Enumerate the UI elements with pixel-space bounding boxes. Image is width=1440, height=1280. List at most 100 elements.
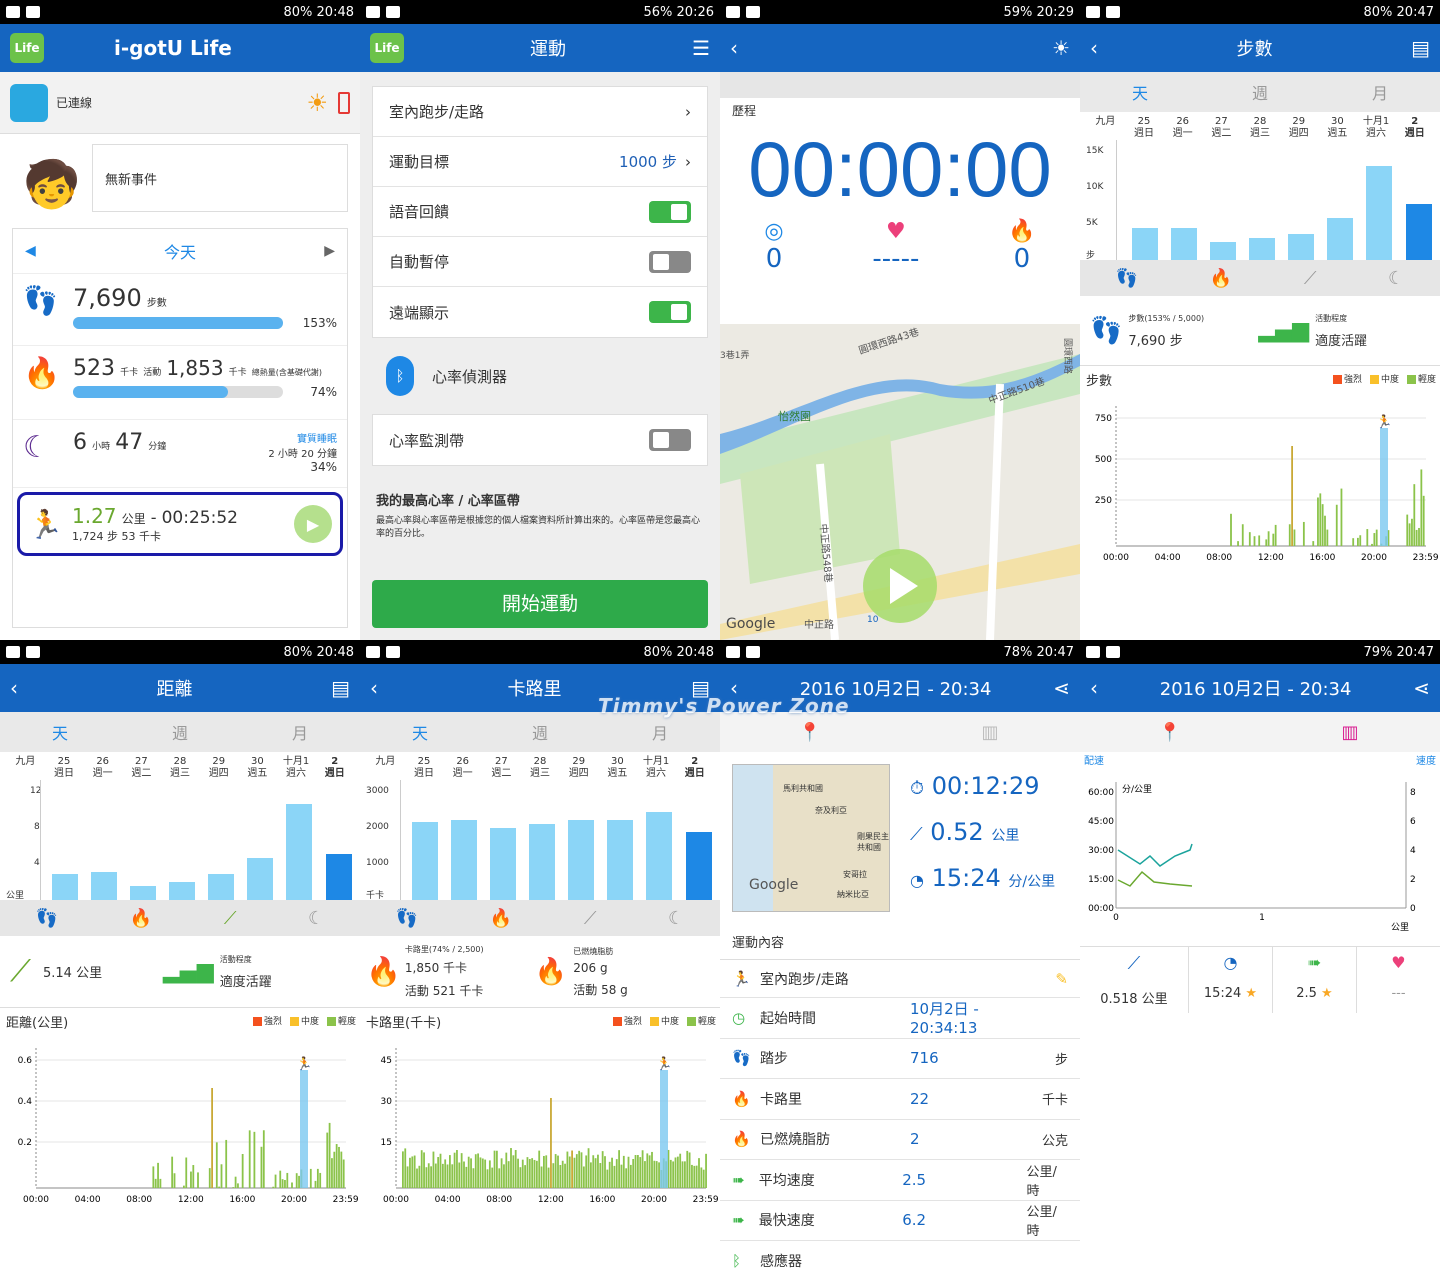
flame-icon: 🔥	[732, 1089, 751, 1108]
tab-week[interactable]: 週	[171, 724, 188, 743]
app-logo: Life	[370, 33, 404, 63]
week-bar[interactable]	[286, 804, 312, 900]
report-icon[interactable]: ▤	[1411, 36, 1430, 60]
week-bar[interactable]	[1132, 228, 1158, 260]
week-bar[interactable]	[1210, 242, 1236, 260]
report-icon[interactable]: ▤	[331, 676, 350, 700]
back-icon[interactable]: ‹	[730, 676, 738, 700]
hour-bar	[314, 1180, 317, 1188]
back-icon[interactable]: ‹	[370, 676, 378, 700]
tab-month[interactable]: 月	[1371, 84, 1388, 103]
week-bar-today[interactable]	[326, 854, 352, 900]
remote-toggle[interactable]	[649, 301, 691, 323]
hour-bar	[686, 1150, 689, 1188]
week-bar[interactable]	[607, 820, 633, 900]
flame-icon[interactable]: 🔥	[129, 907, 153, 929]
week-bar[interactable]	[208, 874, 234, 900]
week-bar[interactable]	[169, 882, 195, 900]
tab-week[interactable]: 週	[531, 724, 548, 743]
prev-day-icon[interactable]: ◀	[25, 243, 36, 259]
hour-bar	[594, 1158, 597, 1188]
map-tab-icon[interactable]: 📍	[1158, 721, 1182, 743]
week-bar[interactable]	[529, 824, 555, 900]
x-tick-label: 20:00	[641, 1195, 667, 1205]
hour-bar	[484, 1159, 487, 1188]
auto-pause-toggle[interactable]	[649, 250, 691, 273]
distance-icon[interactable]: ⟋	[583, 907, 597, 929]
sleep-row[interactable]: ☾ 6 小時 47 分鐘 實質睡眠 2 小時 20 分鐘 34%	[13, 420, 347, 488]
next-day-icon[interactable]: ▶	[324, 243, 335, 259]
week-bar[interactable]	[1171, 228, 1197, 260]
flame-icon[interactable]: 🔥	[489, 907, 513, 929]
hr-band-toggle[interactable]	[649, 429, 691, 451]
play-icon[interactable]: ▶	[294, 505, 332, 543]
week-bar[interactable]	[1288, 234, 1314, 260]
brightness-icon[interactable]: ☀	[1052, 36, 1070, 60]
map[interactable]: 圓環西路43巷 中正路510巷 怡然園 中正路548巷 中正路 3巷1弄 圓環西…	[720, 324, 1080, 640]
week-bar[interactable]	[568, 820, 594, 900]
week-bar-today[interactable]	[1406, 204, 1432, 260]
week-bar[interactable]	[1327, 218, 1353, 260]
voice-toggle[interactable]	[649, 200, 691, 223]
weekly-chart: 3000 2000 1000 千卡	[360, 780, 720, 901]
start-workout-button[interactable]: 開始運動	[372, 580, 708, 628]
hour-bar	[1230, 513, 1232, 546]
map-tab-icon[interactable]: 📍	[798, 721, 822, 743]
moon-icon[interactable]: ☾	[668, 907, 685, 929]
week-bar[interactable]	[451, 820, 477, 900]
menu-icon[interactable]: ☰	[692, 36, 710, 60]
app-logo: Life	[10, 33, 44, 63]
hour-bar	[208, 1168, 211, 1188]
mini-map[interactable]: 馬利共和國 奈及利亞 剛果民主共和國 安哥拉 納米比亞 Google	[732, 764, 890, 912]
flame-icon[interactable]: 🔥	[1209, 267, 1233, 289]
moon-icon[interactable]: ☾	[1388, 267, 1405, 289]
remote-display-item: 遠端顯示	[373, 287, 707, 337]
edit-icon[interactable]: ✎	[1055, 969, 1068, 988]
device-bar[interactable]: 已連線 ☀	[0, 72, 360, 134]
tab-month[interactable]: 月	[651, 724, 668, 743]
footprint-icon[interactable]: 👣	[1115, 267, 1139, 289]
week-bar[interactable]	[91, 872, 117, 900]
chart-tab-icon[interactable]: ▥	[1341, 721, 1359, 743]
footprint-icon[interactable]: 👣	[395, 907, 419, 929]
workout-row[interactable]: 🏃 1.27 公里 - 00:25:52 1,724 步 53 千卡 ▶	[17, 492, 343, 556]
tab-day[interactable]: 天	[411, 724, 428, 743]
steps-row[interactable]: 👣 7,690 步數 153%	[13, 274, 347, 346]
week-bar[interactable]	[490, 828, 516, 900]
share-icon[interactable]: ⋖	[1053, 676, 1070, 700]
back-icon[interactable]: ‹	[730, 36, 738, 60]
tab-day[interactable]: 天	[51, 724, 68, 743]
pace-icon: ◔	[910, 871, 924, 890]
device-icon	[10, 83, 48, 122]
tab-month[interactable]: 月	[291, 724, 308, 743]
back-icon[interactable]: ‹	[10, 676, 18, 700]
back-icon[interactable]: ‹	[1090, 36, 1098, 60]
goal-item[interactable]: 運動目標 1000 步 ›	[373, 137, 707, 187]
week-bar[interactable]	[52, 874, 78, 900]
hour-bar	[439, 1153, 442, 1188]
steps-progress	[73, 317, 283, 329]
hour-bar	[173, 1173, 176, 1188]
footprint-icon[interactable]: 👣	[35, 907, 59, 929]
distance-icon[interactable]: ⟋	[1303, 267, 1317, 289]
moon-icon[interactable]: ☾	[308, 907, 325, 929]
calories-row[interactable]: 🔥 523 千卡 活動 1,853 千卡 總熱量(含基礎代謝) 74%	[13, 346, 347, 420]
workout-type-item[interactable]: 室內跑步/走路 ›	[373, 87, 707, 137]
week-bar[interactable]	[130, 886, 156, 900]
share-icon[interactable]: ⋖	[1413, 676, 1430, 700]
week-bar[interactable]	[1366, 166, 1392, 260]
week-bar[interactable]	[412, 822, 438, 900]
tab-week[interactable]: 週	[1251, 84, 1268, 103]
status-bar: 80% 20:48	[0, 640, 360, 664]
week-bar[interactable]	[1249, 238, 1275, 260]
report-icon[interactable]: ▤	[691, 676, 710, 700]
distance-icon[interactable]: ⟋	[223, 907, 237, 929]
page-title: 卡路里	[507, 679, 562, 700]
back-icon[interactable]: ‹	[1090, 676, 1098, 700]
sun-icon[interactable]: ☀	[306, 88, 328, 117]
week-bar[interactable]	[247, 858, 273, 900]
week-bar[interactable]	[646, 812, 672, 900]
week-bar-today[interactable]	[686, 832, 712, 900]
chart-tab-icon[interactable]: ▥	[981, 721, 999, 743]
tab-day[interactable]: 天	[1131, 84, 1148, 103]
